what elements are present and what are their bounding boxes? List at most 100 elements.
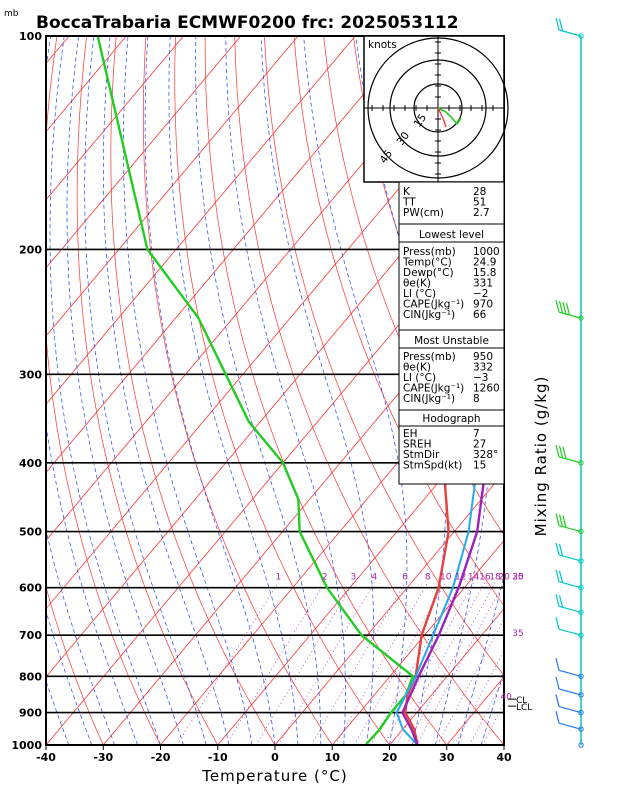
isotherm-line [389, 608, 504, 745]
wind-barb-feather [555, 658, 560, 671]
pressure-tick-label: 400 [19, 457, 42, 470]
mixing-ratio-line [176, 582, 279, 745]
index-label: Temp(°C) [402, 257, 452, 269]
lcl-label: CL [516, 696, 527, 706]
index-label: TT [402, 197, 416, 209]
isotherm-line [46, 36, 356, 405]
dry-adiabat-line [264, 36, 504, 677]
mixing-ratio-label: 14 [468, 573, 480, 583]
wind-barb-shaft [558, 554, 582, 562]
panel-box [398, 409, 505, 485]
chart-title: BoccaTrabaria ECMWF0200 frc: 2025053112 [36, 13, 459, 33]
mixing-ratio-label: 4 [371, 573, 377, 583]
index-label: CAPE(Jkg⁻¹) [403, 383, 464, 395]
wind-barb-feather [555, 513, 560, 526]
mixing-ratio-label: 30 [512, 573, 524, 583]
pressure-tick-label: 300 [19, 368, 42, 381]
panel-section-title: Hodograph [422, 413, 480, 425]
index-label: PW(cm) [403, 207, 444, 219]
index-value: 970 [473, 299, 493, 311]
moist-adiabat-line [144, 36, 276, 745]
wind-barb-feather [555, 299, 560, 313]
mixing-ratio-label: 3 [350, 573, 356, 583]
moist-adiabat-line [457, 36, 504, 745]
mixing-ratio-label: 2 [322, 573, 328, 583]
mixing-ratio-line [310, 582, 406, 745]
x-tick-label: 30 [439, 751, 455, 764]
mixing-ratio-label: 18 [489, 573, 501, 583]
wind-barb-shaft [558, 705, 582, 714]
mixing-ratio-label: 25 [512, 573, 523, 583]
index-label: LI (°C) [403, 372, 436, 384]
wind-barb-feather [555, 711, 560, 724]
pressure-tick-label: 200 [19, 243, 42, 256]
panel-section-title: Lowest level [419, 229, 484, 241]
isotherm-line [46, 36, 242, 269]
pressure-tick-label: 500 [19, 526, 42, 539]
dry-adiabat-line [46, 36, 161, 745]
isotherm-line [217, 403, 504, 745]
index-value: −3 [473, 372, 488, 384]
isotherm-line [46, 199, 504, 745]
wind-barb-feather [558, 595, 564, 608]
index-label: Press(mb) [403, 246, 456, 258]
x-tick-label: 40 [496, 751, 512, 764]
index-value: 2.7 [473, 207, 490, 219]
mixing-ratio-label: 8 [425, 573, 431, 583]
x-tick-label: -10 [208, 751, 228, 764]
index-value: 27 [473, 439, 486, 451]
pressure-tick-label: 800 [19, 670, 42, 683]
wind-barb-feather [555, 17, 560, 31]
index-label: Dewp(°C) [403, 267, 454, 279]
index-value: −2 [473, 288, 488, 300]
index-value: 24.9 [473, 257, 496, 269]
mixing-ratio-line [353, 582, 447, 745]
x-axis-label: Temperature (°C) [201, 767, 347, 785]
moist-adiabat-line [103, 36, 230, 745]
moist-adiabat-line [303, 36, 408, 745]
wind-barb-feather [558, 543, 564, 557]
wind-barb-feather [555, 569, 560, 582]
x-tick-label: -40 [36, 751, 56, 764]
wind-barb-feather [558, 18, 564, 32]
index-label: StmDir [403, 449, 440, 461]
index-label: CIN(Jkg⁻¹) [403, 309, 455, 321]
x-tick-label: 10 [325, 751, 341, 764]
dry-adiabat-line [76, 36, 219, 745]
wind-barb-feather [558, 570, 564, 583]
wind-barb-shaft [558, 456, 582, 464]
mixing-ratio-line [437, 618, 504, 745]
wind-barb-feather [558, 300, 564, 314]
mixing-ratio-line [225, 582, 325, 745]
index-label: EH [403, 428, 418, 440]
wind-barb-shaft [558, 581, 582, 589]
x-tick-label: 0 [271, 751, 279, 764]
index-value: 328° [473, 449, 498, 461]
wind-barb-shaft [558, 524, 582, 533]
mixing-ratio-line [454, 649, 504, 745]
mixing-ratio-line [334, 582, 429, 745]
moist-adiabat-line [480, 670, 504, 745]
wind-barb-feather [562, 515, 567, 528]
wind-barb-feather [558, 445, 564, 459]
y-axis-label: Mixing Ratio (g/kg) [532, 376, 550, 537]
hodograph-trace [437, 107, 447, 128]
moist-adiabat-line [260, 36, 375, 745]
wind-barb-feather [562, 446, 567, 460]
wind-barb-shaft [558, 722, 582, 730]
wind-barb-base [578, 742, 584, 748]
hodograph-unit: knots [368, 39, 397, 51]
wind-barb-feather [555, 694, 560, 707]
index-label: LI (°C) [403, 288, 436, 300]
wind-barb-feather [555, 676, 560, 690]
dry-adiabat-line [293, 36, 504, 607]
isotherm-line [331, 539, 504, 745]
dry-adiabat-line [234, 36, 504, 745]
pressure-tick-label: 1000 [11, 739, 42, 752]
index-label: θe(K) [403, 362, 431, 374]
index-label: K [403, 186, 411, 198]
moist-adiabat-line [168, 36, 299, 745]
